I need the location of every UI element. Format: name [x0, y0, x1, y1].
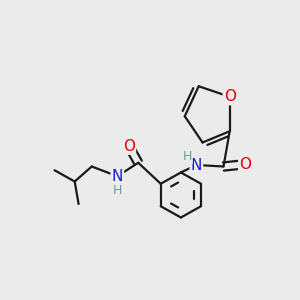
Text: O: O	[239, 157, 251, 172]
Text: H: H	[112, 184, 122, 197]
Text: N: N	[191, 158, 202, 172]
Text: H: H	[182, 150, 192, 163]
Text: N: N	[112, 169, 123, 184]
Text: O: O	[224, 89, 236, 104]
Text: O: O	[123, 139, 135, 154]
